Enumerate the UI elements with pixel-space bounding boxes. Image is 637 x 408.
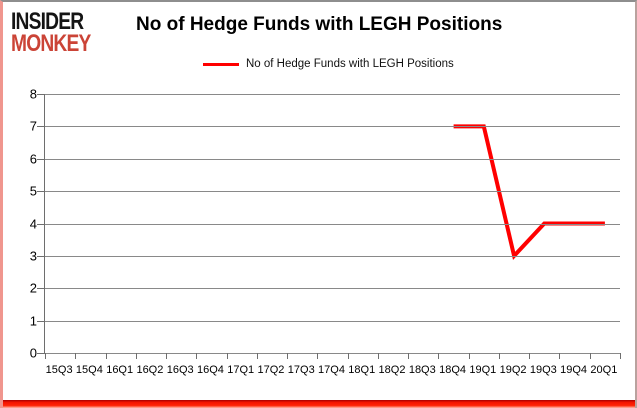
x-axis-tick	[45, 353, 46, 359]
x-axis-label-17Q2: 17Q2	[257, 364, 285, 376]
y-axis-label-2: 2	[29, 280, 37, 296]
x-axis-tick	[75, 353, 77, 359]
chart-title: No of Hedge Funds with LEGH Positions	[136, 14, 503, 35]
x-axis-labels: 15Q3 15Q4 16Q1 16Q2 16Q3 16Q4 17Q1 17Q2 17Q3 17Q4…	[44, 364, 619, 380]
x-axis-tick	[287, 353, 289, 359]
x-axis-label-16Q4: 16Q4	[196, 364, 224, 376]
plot-area	[37, 94, 621, 359]
x-axis-label-19Q2: 19Q2	[499, 364, 527, 376]
gridline-y-5	[45, 191, 620, 193]
y-axis-tick	[37, 158, 45, 160]
x-axis-label-17Q3: 17Q3	[287, 364, 315, 376]
y-axis-label-5: 5	[29, 183, 37, 199]
x-axis-tick	[347, 353, 349, 359]
x-axis-tick	[226, 353, 228, 359]
x-axis-tick	[529, 353, 531, 359]
x-axis-label-16Q2: 16Q2	[136, 364, 164, 376]
legend-line-swatch	[203, 62, 239, 66]
x-axis-label-15Q4: 15Q4	[75, 364, 103, 376]
x-axis-tick	[498, 353, 500, 359]
y-axis-tick	[37, 320, 45, 322]
y-axis-tick	[37, 353, 45, 354]
x-axis-tick	[317, 353, 319, 359]
y-axis-label-1: 1	[29, 313, 37, 329]
gridline-y-7	[45, 126, 620, 128]
x-axis-tick	[377, 353, 379, 359]
y-axis-label-3: 3	[29, 248, 37, 264]
y-axis-label-8: 8	[29, 86, 37, 102]
y-axis-tick	[37, 255, 45, 257]
x-axis-label-16Q1: 16Q1	[106, 364, 134, 376]
x-axis-label-16Q3: 16Q3	[166, 364, 194, 376]
gridline-y-6	[45, 158, 620, 160]
y-axis-tick	[37, 94, 45, 95]
gridline-y-1	[45, 320, 620, 322]
x-axis-label-18Q1: 18Q1	[348, 364, 376, 376]
x-axis-label-15Q3: 15Q3	[45, 364, 73, 376]
x-axis-label-17Q1: 17Q1	[227, 364, 255, 376]
y-axis-labels: 0 1 2 3 4 5 6 7 8	[3, 87, 37, 361]
logo-text-insider: INSIDER	[11, 8, 84, 35]
y-axis-label-7: 7	[29, 118, 37, 134]
y-axis-label-0: 0	[29, 345, 37, 361]
x-axis-label-18Q4: 18Q4	[439, 364, 467, 376]
gridline-y-3	[45, 255, 620, 257]
x-axis-label-19Q1: 19Q1	[469, 364, 497, 376]
gridline-y-0	[45, 353, 620, 354]
x-axis-tick	[408, 353, 410, 359]
gridline-y-8	[45, 94, 620, 95]
x-axis-label-18Q3: 18Q3	[408, 364, 436, 376]
gridline-y-4	[45, 223, 620, 225]
x-axis-label-20Q1: 20Q1	[590, 364, 618, 376]
x-axis-label-19Q4: 19Q4	[560, 364, 588, 376]
x-axis-label-19Q3: 19Q3	[529, 364, 557, 376]
y-axis-tick	[37, 126, 45, 128]
x-axis-tick	[196, 353, 198, 359]
gridline-y-2	[45, 288, 620, 290]
x-axis-tick	[105, 353, 107, 359]
x-axis-label-18Q2: 18Q2	[378, 364, 406, 376]
x-axis-tick	[256, 353, 258, 359]
y-axis-tick	[37, 223, 45, 225]
x-axis-tick	[620, 353, 621, 359]
y-axis-tick	[37, 288, 45, 290]
y-axis-tick	[37, 191, 45, 193]
x-axis-tick	[468, 353, 470, 359]
y-axis-label-6: 6	[29, 151, 37, 167]
frame-bottom-border	[3, 400, 635, 408]
x-axis-tick	[135, 353, 137, 359]
y-axis-label-4: 4	[29, 216, 37, 231]
logo-text-monkey: MONKEY	[11, 30, 91, 58]
x-axis-label-17Q4: 17Q4	[318, 364, 345, 376]
legend-label: No of Hedge Funds with LEGH Positions	[246, 58, 454, 70]
x-axis-tick	[559, 353, 561, 359]
x-axis-tick	[166, 353, 168, 359]
legend: No of Hedge Funds with LEGH Positions	[203, 58, 454, 70]
insider-monkey-logo: INSIDER MONKEY	[11, 8, 110, 58]
x-axis-tick	[438, 353, 440, 359]
x-axis-tick	[589, 353, 591, 359]
